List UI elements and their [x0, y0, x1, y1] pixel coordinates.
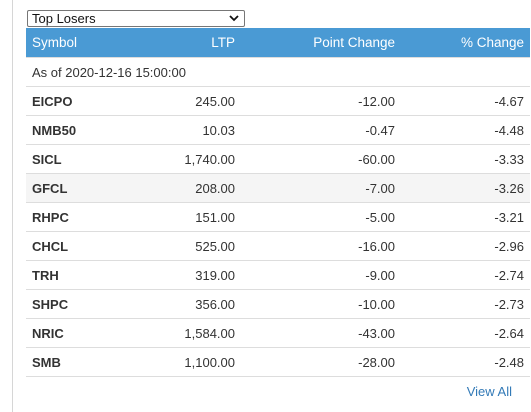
ltp-cell: 1,584.00: [116, 318, 241, 348]
symbol-cell[interactable]: CHCL: [26, 231, 116, 261]
symbol-cell[interactable]: NMB50: [26, 115, 116, 145]
top-losers-panel: Top Losers Symbol LTP Point Change % Cha…: [12, 0, 531, 412]
point-change-cell: -0.47: [241, 115, 401, 145]
point-change-cell: -60.00: [241, 144, 401, 174]
symbol-cell[interactable]: SICL: [26, 144, 116, 174]
table-row: SHPC 356.00 -10.00 -2.73: [26, 289, 530, 319]
pct-change-cell: -4.48: [401, 115, 530, 145]
table-row: TRH 319.00 -9.00 -2.74: [26, 260, 530, 290]
header-pct-change[interactable]: % Change: [401, 28, 530, 58]
as-of-row: As of 2020-12-16 15:00:00: [26, 57, 530, 87]
table-row: NRIC 1,584.00 -43.00 -2.64: [26, 318, 530, 348]
losers-table: Symbol LTP Point Change % Change As of 2…: [26, 28, 530, 377]
ltp-cell: 208.00: [116, 173, 241, 203]
table-row: EICPO 245.00 -12.00 -4.67: [26, 86, 530, 116]
view-all-link[interactable]: View All: [466, 384, 512, 399]
ltp-cell: 10.03: [116, 115, 241, 145]
header-ltp[interactable]: LTP: [116, 28, 241, 58]
ltp-cell: 356.00: [116, 289, 241, 319]
table-row: SMB 1,100.00 -28.00 -2.48: [26, 347, 530, 377]
symbol-cell[interactable]: SMB: [26, 347, 116, 377]
chevron-down-icon: [229, 15, 239, 22]
pct-change-cell: -2.96: [401, 231, 530, 261]
header-point-change[interactable]: Point Change: [241, 28, 401, 58]
pct-change-cell: -2.48: [401, 347, 530, 377]
symbol-cell[interactable]: NRIC: [26, 318, 116, 348]
point-change-cell: -28.00: [241, 347, 401, 377]
ltp-cell: 525.00: [116, 231, 241, 261]
pct-change-cell: -2.73: [401, 289, 530, 319]
point-change-cell: -43.00: [241, 318, 401, 348]
header-symbol[interactable]: Symbol: [26, 28, 116, 58]
pct-change-cell: -3.26: [401, 173, 530, 203]
ltp-cell: 1,100.00: [116, 347, 241, 377]
pct-change-cell: -3.21: [401, 202, 530, 232]
table-row: CHCL 525.00 -16.00 -2.96: [26, 231, 530, 261]
symbol-cell[interactable]: EICPO: [26, 86, 116, 116]
as-of-timestamp: As of 2020-12-16 15:00:00: [26, 57, 530, 87]
table-header-row: Symbol LTP Point Change % Change: [26, 28, 530, 58]
ltp-cell: 1,740.00: [116, 144, 241, 174]
losers-filter-select[interactable]: Top Losers: [27, 10, 245, 27]
pct-change-cell: -3.33: [401, 144, 530, 174]
point-change-cell: -7.00: [241, 173, 401, 203]
pct-change-cell: -2.74: [401, 260, 530, 290]
point-change-cell: -10.00: [241, 289, 401, 319]
point-change-cell: -5.00: [241, 202, 401, 232]
point-change-cell: -12.00: [241, 86, 401, 116]
losers-filter-value: Top Losers: [32, 11, 96, 26]
symbol-cell[interactable]: SHPC: [26, 289, 116, 319]
symbol-cell[interactable]: RHPC: [26, 202, 116, 232]
point-change-cell: -16.00: [241, 231, 401, 261]
point-change-cell: -9.00: [241, 260, 401, 290]
ltp-cell: 151.00: [116, 202, 241, 232]
ltp-cell: 245.00: [116, 86, 241, 116]
ltp-cell: 319.00: [116, 260, 241, 290]
table-row: NMB50 10.03 -0.47 -4.48: [26, 115, 530, 145]
pct-change-cell: -2.64: [401, 318, 530, 348]
pct-change-cell: -4.67: [401, 86, 530, 116]
table-row: SICL 1,740.00 -60.00 -3.33: [26, 144, 530, 174]
table-row: GFCL 208.00 -7.00 -3.26: [26, 173, 530, 203]
symbol-cell[interactable]: TRH: [26, 260, 116, 290]
symbol-cell[interactable]: GFCL: [26, 173, 116, 203]
table-row: RHPC 151.00 -5.00 -3.21: [26, 202, 530, 232]
